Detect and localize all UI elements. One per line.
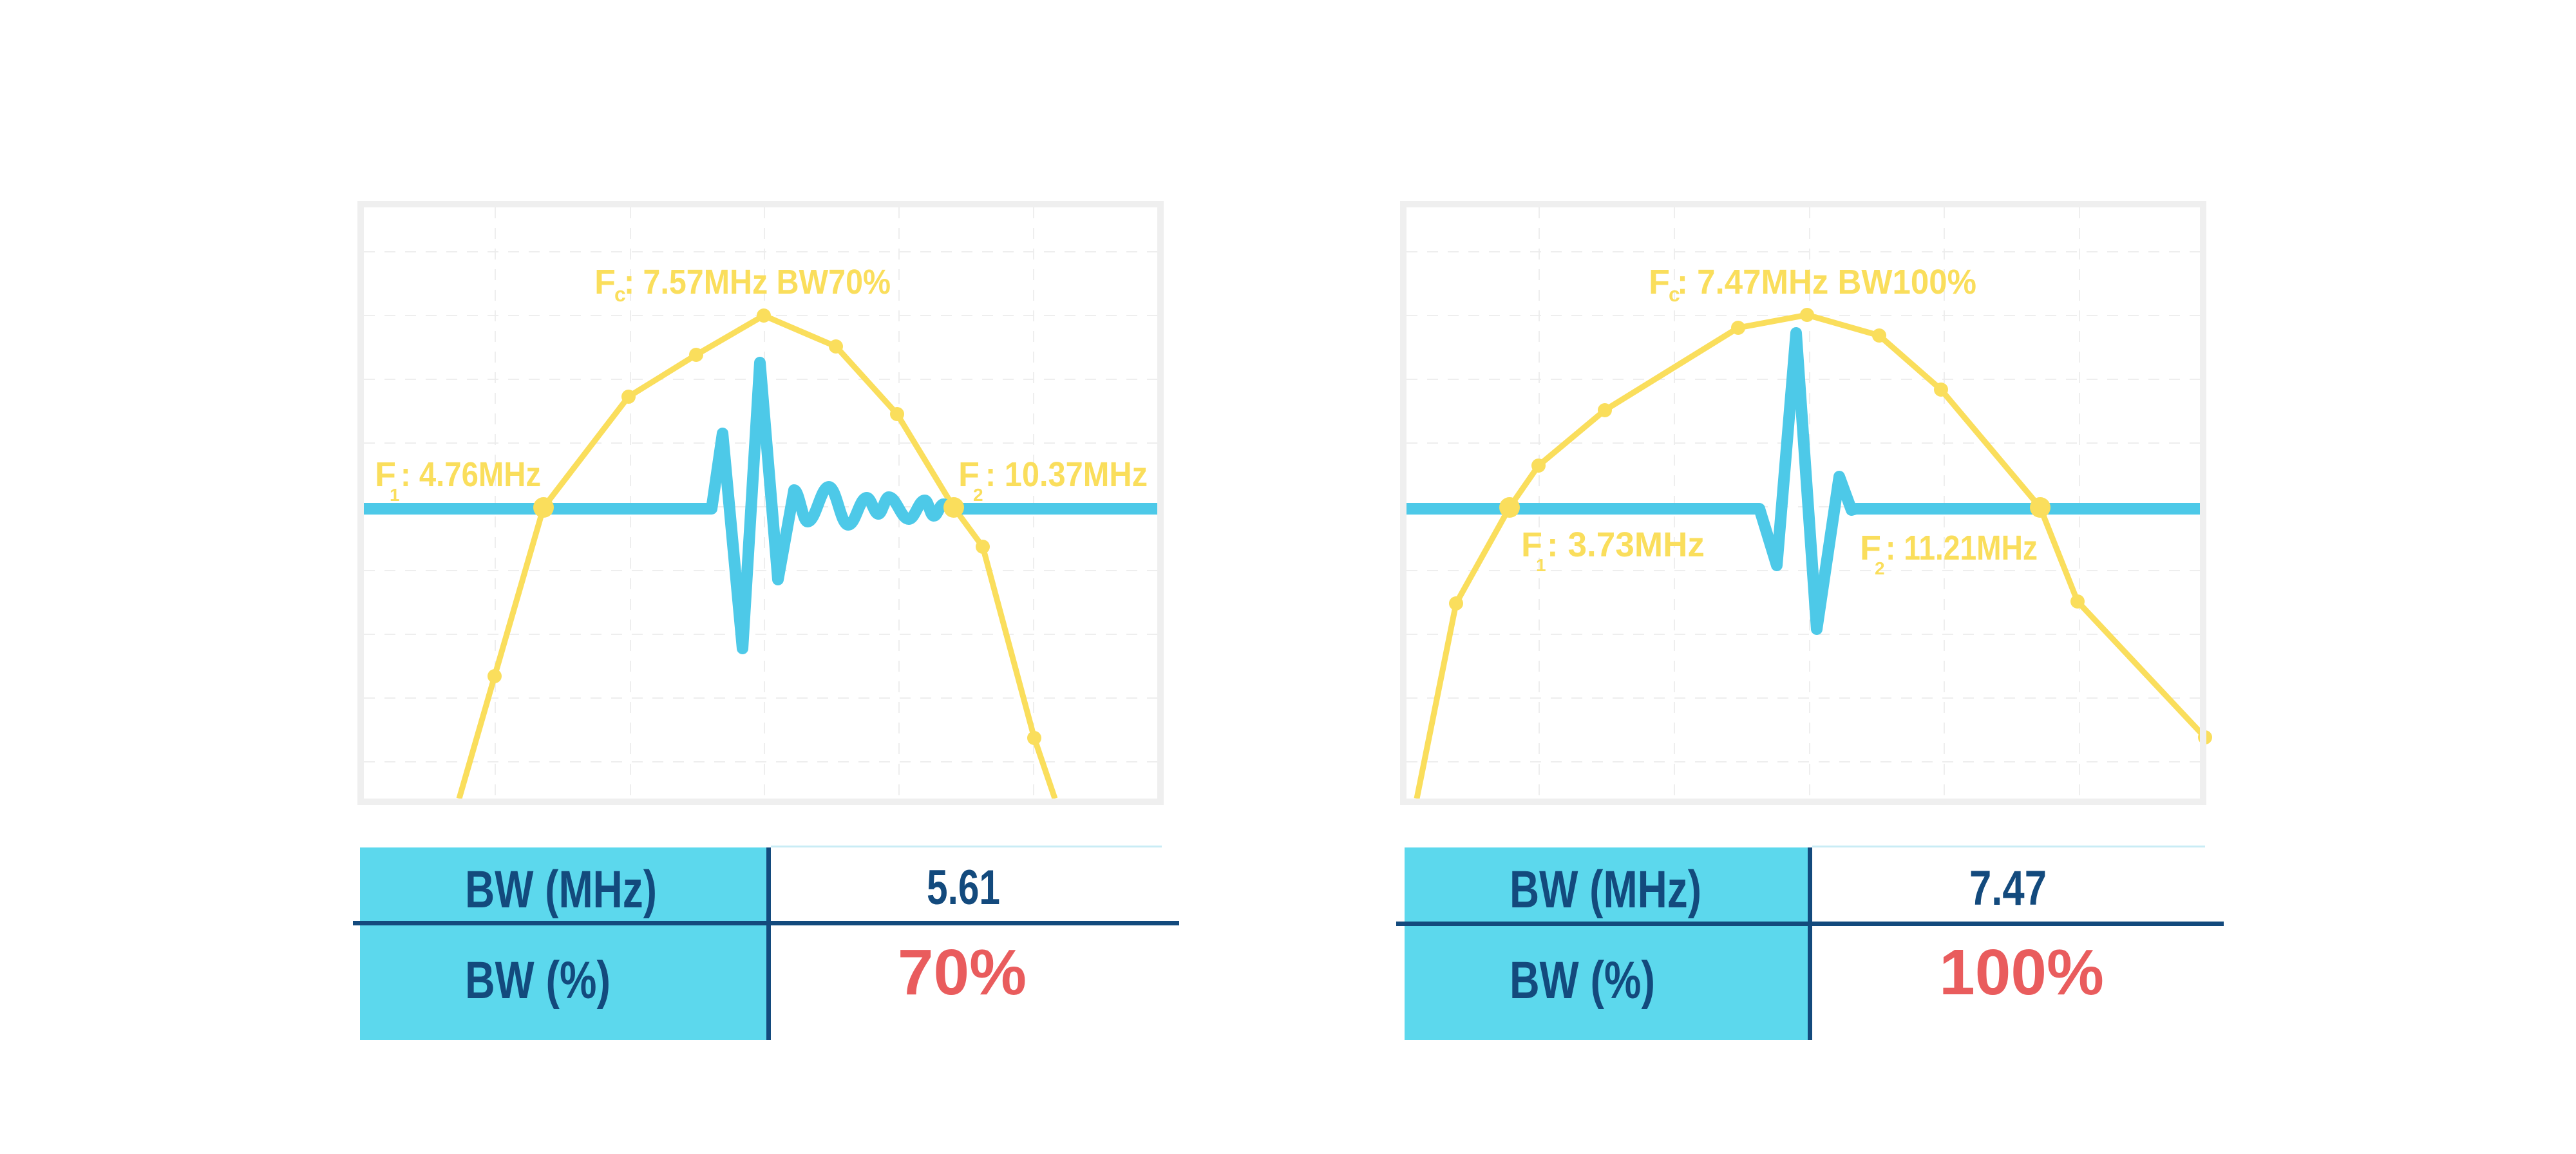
svg-text:F: F [375,455,396,494]
svg-text:F: F [594,263,616,301]
svg-text:2: 2 [973,485,983,505]
svg-text:F: F [958,455,980,494]
svg-text:70%: 70% [898,936,1027,1008]
svg-text:5.61: 5.61 [927,860,1000,915]
svg-text:100%: 100% [1939,936,2104,1008]
svg-text:: 7.47MHz BW100%: : 7.47MHz BW100% [1677,263,1976,301]
svg-text:: 3.73MHz: : 3.73MHz [1547,525,1705,564]
svg-text:F: F [1860,529,1881,567]
svg-text:7.47: 7.47 [1969,861,2047,916]
svg-text:2: 2 [1875,558,1885,578]
svg-text:F: F [1649,263,1670,301]
svg-text:1: 1 [390,485,400,505]
svg-text:1: 1 [1536,555,1546,575]
svg-text:F: F [1521,525,1542,564]
svg-text:: 10.37MHz: : 10.37MHz [985,455,1148,494]
svg-text:: 4.76MHz: : 4.76MHz [401,455,541,494]
svg-text:: 11.21MHz: : 11.21MHz [1886,529,2038,567]
svg-text:c: c [1669,283,1680,306]
svg-text:BW (MHz): BW (MHz) [1510,860,1701,919]
svg-text:BW (%): BW (%) [465,951,611,1010]
svg-text:: 7.57MHz BW70%: : 7.57MHz BW70% [624,263,891,301]
svg-text:BW (MHz): BW (MHz) [465,860,657,919]
svg-text:c: c [614,283,626,306]
svg-text:BW (%): BW (%) [1510,951,1655,1010]
